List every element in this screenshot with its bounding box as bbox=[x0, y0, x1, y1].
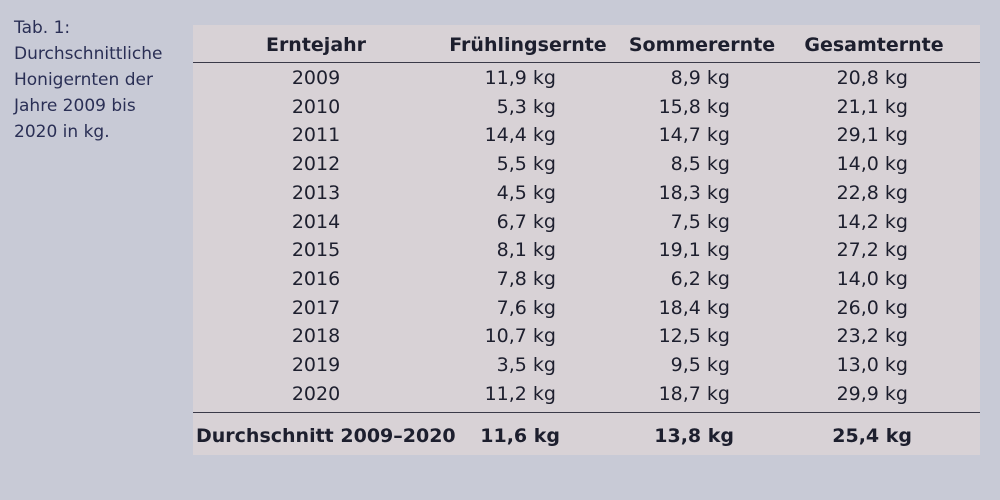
cell: 22,8 kg bbox=[836, 181, 908, 204]
header-rule bbox=[193, 62, 980, 63]
cell: 18,7 kg bbox=[658, 382, 730, 405]
cell: 2014 bbox=[291, 210, 341, 233]
cell: 2020 bbox=[291, 382, 341, 405]
cell: 7,8 kg bbox=[496, 267, 556, 290]
cell: 19,1 kg bbox=[658, 239, 730, 262]
cell: 20,8 kg bbox=[836, 67, 908, 89]
cell: 2017 bbox=[291, 296, 341, 319]
caption-line: Tab. 1: bbox=[14, 18, 71, 38]
cell: 11,2 kg bbox=[484, 382, 556, 405]
cell: 13,0 kg bbox=[836, 354, 908, 376]
cell: 5,5 kg bbox=[496, 153, 556, 176]
cell: 6,7 kg bbox=[496, 210, 556, 233]
caption-line: Durchschnittliche bbox=[14, 44, 163, 64]
cell: 5,3 kg bbox=[496, 95, 556, 118]
cell: 6,2 kg bbox=[670, 267, 730, 290]
cell: 4,5 kg bbox=[496, 181, 556, 204]
cell: 8,1 kg bbox=[496, 239, 556, 262]
cell: 3,5 kg bbox=[496, 354, 556, 376]
cell: 9,5 kg bbox=[670, 354, 730, 376]
cell: 2013 bbox=[291, 181, 341, 204]
header-cell: Erntejahr bbox=[265, 34, 367, 56]
cell: 2009 bbox=[291, 67, 341, 89]
cell: 29,9 kg bbox=[836, 382, 908, 405]
cell: 18,3 kg bbox=[658, 181, 730, 204]
cell: 8,5 kg bbox=[670, 153, 730, 176]
cell: 26,0 kg bbox=[836, 296, 908, 319]
cell: 2019 bbox=[291, 354, 341, 376]
cell: 27,2 kg bbox=[836, 239, 908, 262]
cell: 29,1 kg bbox=[836, 124, 908, 147]
cell: 14,7 kg bbox=[658, 124, 730, 147]
cell: 14,2 kg bbox=[836, 210, 908, 233]
cell: 2015 bbox=[291, 239, 341, 262]
cell: 18,4 kg bbox=[658, 296, 730, 319]
cell: 21,1 kg bbox=[836, 95, 908, 118]
cell: 14,0 kg bbox=[836, 267, 908, 290]
footer-rule bbox=[193, 412, 980, 413]
cell: 10,7 kg bbox=[484, 325, 556, 348]
footer-cell: Durchschnitt 2009–2020 bbox=[196, 425, 456, 447]
footer-cell: 13,8 kg bbox=[654, 425, 734, 447]
cell: 7,5 kg bbox=[670, 210, 730, 233]
cell: 23,2 kg bbox=[836, 325, 908, 348]
cell: 2016 bbox=[291, 267, 341, 290]
header-cell: Sommerernte bbox=[628, 34, 776, 56]
cell: 11,9 kg bbox=[484, 67, 556, 89]
header-cell: Gesamternte bbox=[804, 34, 944, 56]
cell: 2010 bbox=[291, 95, 341, 118]
caption-line: Jahre 2009 bis bbox=[14, 96, 136, 116]
cell: 2011 bbox=[291, 124, 341, 147]
cell: 12,5 kg bbox=[658, 325, 730, 348]
caption-line: 2020 in kg. bbox=[14, 122, 110, 142]
header-cell: Frühlingsernte bbox=[449, 34, 607, 56]
cell: 14,4 kg bbox=[484, 124, 556, 147]
caption-line: Honigernten der bbox=[14, 70, 153, 90]
cell: 2012 bbox=[291, 153, 341, 176]
cell: 2018 bbox=[291, 325, 341, 348]
cell: 15,8 kg bbox=[658, 95, 730, 118]
cell: 7,6 kg bbox=[496, 296, 556, 319]
table-panel bbox=[193, 25, 980, 455]
footer-cell: 25,4 kg bbox=[832, 425, 912, 447]
cell: 8,9 kg bbox=[670, 67, 730, 89]
footer-cell: 11,6 kg bbox=[480, 425, 560, 447]
cell: 14,0 kg bbox=[836, 153, 908, 176]
